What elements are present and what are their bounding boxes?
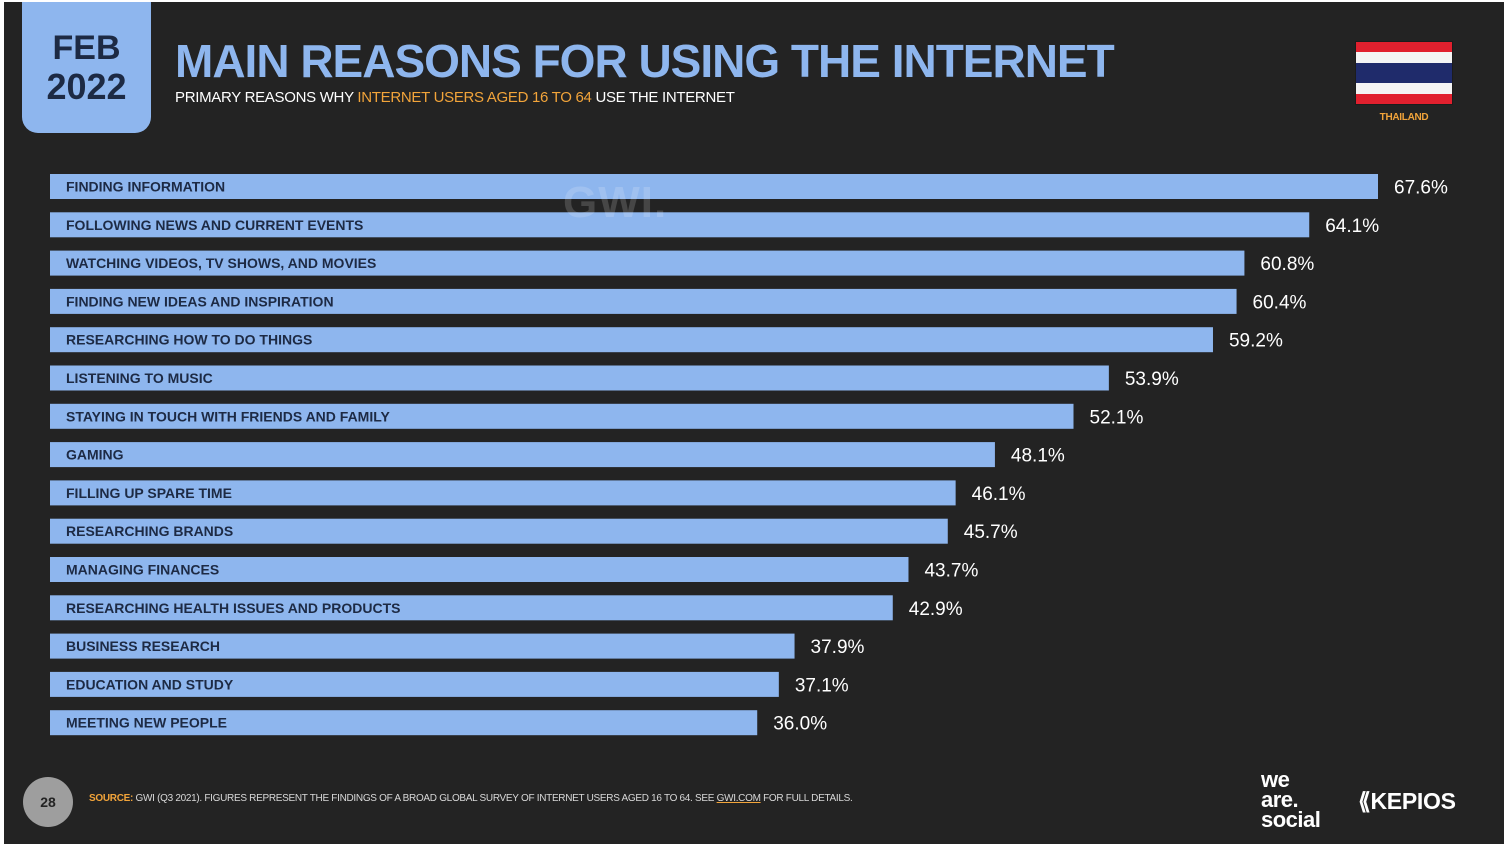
bar-10: [50, 557, 909, 582]
bar-category-label: BUSINESS RESEARCH: [66, 638, 220, 654]
bar-value-label: 60.4%: [1253, 292, 1307, 313]
bar-value-label: 43.7%: [924, 561, 978, 582]
bar-11: [50, 595, 893, 621]
bar-value-label: 46.1%: [972, 484, 1026, 505]
gwi-watermark: GWI.: [563, 178, 668, 227]
bar-0: [50, 174, 1378, 199]
date-badge: FEB 2022: [22, 2, 151, 133]
bar-value-label: 37.1%: [795, 675, 849, 696]
kepios-logo: ⟪KEPIOS: [1358, 788, 1456, 814]
bar-category-label: STAYING IN TOUCH WITH FRIENDS AND FAMILY: [66, 408, 390, 424]
kepios-text: KEPIOS: [1370, 788, 1456, 814]
bar-category-label: MEETING NEW PEOPLE: [66, 715, 227, 731]
bar-3: [50, 288, 1237, 314]
bar-14: [50, 710, 758, 736]
bar-category-label: FILLING UP SPARE TIME: [66, 485, 232, 501]
bar-7: [50, 442, 995, 468]
bar-1: [50, 212, 1310, 238]
bar-category-label: FINDING INFORMATION: [66, 179, 225, 195]
bar-category-label: RESEARCHING BRANDS: [66, 523, 233, 539]
bar-value-label: 64.1%: [1325, 216, 1379, 237]
source-note: SOURCE: GWI (Q3 2021). FIGURES REPRESENT…: [89, 793, 853, 804]
chart-subtitle: PRIMARY REASONS WHY INTERNET USERS AGED …: [175, 89, 735, 106]
bar-8: [50, 480, 956, 506]
bar-category-label: EDUCATION AND STUDY: [66, 676, 234, 692]
date-month: FEB: [52, 28, 121, 67]
bar-5: [50, 365, 1109, 391]
bar-4: [50, 327, 1213, 353]
bar-6: [50, 403, 1074, 429]
bar-12: [50, 633, 795, 659]
subtitle-end: USE THE INTERNET: [591, 89, 735, 106]
we-are-social-logo: we are. social: [1261, 767, 1321, 832]
bar-value-label: 60.8%: [1260, 254, 1314, 275]
source-label: SOURCE:: [89, 793, 134, 804]
bar-9: [50, 518, 948, 544]
bar-category-label: WATCHING VIDEOS, TV SHOWS, AND MOVIES: [66, 255, 376, 271]
bar-value-label: 42.9%: [909, 599, 963, 620]
bar-category-label: MANAGING FINANCES: [66, 562, 219, 578]
bar-category-label: FOLLOWING NEWS AND CURRENT EVENTS: [66, 217, 363, 233]
subtitle-highlight: INTERNET USERS AGED 16 TO 64: [357, 89, 592, 106]
bar-value-label: 52.1%: [1090, 407, 1144, 428]
bar-value-label: 67.6%: [1394, 178, 1448, 199]
bar-category-label: FINDING NEW IDEAS AND INSPIRATION: [66, 293, 334, 309]
source-tail: FOR FULL DETAILS.: [760, 793, 853, 804]
bar-value-label: 48.1%: [1011, 446, 1065, 467]
source-link[interactable]: GWI.COM: [716, 793, 761, 804]
bar-category-label: RESEARCHING HEALTH ISSUES AND PRODUCTS: [66, 600, 400, 616]
logo-line-1: we: [1261, 767, 1290, 792]
bar-13: [50, 671, 779, 697]
page-number: 28: [23, 777, 73, 827]
bar-value-label: 36.0%: [773, 714, 827, 735]
source-text: GWI (Q3 2021). FIGURES REPRESENT THE FIN…: [133, 793, 717, 804]
bar-value-label: 45.7%: [964, 522, 1018, 543]
chart-title: MAIN REASONS FOR USING THE INTERNET: [175, 35, 1115, 87]
bar-value-label: 53.9%: [1125, 369, 1179, 390]
date-year: 2022: [46, 65, 127, 107]
subtitle-start: PRIMARY REASONS WHY: [175, 89, 358, 106]
bar-value-label: 59.2%: [1229, 331, 1283, 352]
logo-line-2: are.: [1261, 787, 1299, 812]
logo-line-3: social: [1261, 807, 1321, 832]
country-label: THAILAND: [1379, 112, 1429, 123]
bar-category-label: GAMING: [66, 447, 124, 463]
thailand-flag-icon: [1356, 42, 1452, 104]
bar-category-label: RESEARCHING HOW TO DO THINGS: [66, 332, 312, 348]
bar-2: [50, 250, 1245, 276]
bar-value-label: 37.9%: [811, 637, 865, 658]
bar-category-label: LISTENING TO MUSIC: [66, 370, 213, 386]
